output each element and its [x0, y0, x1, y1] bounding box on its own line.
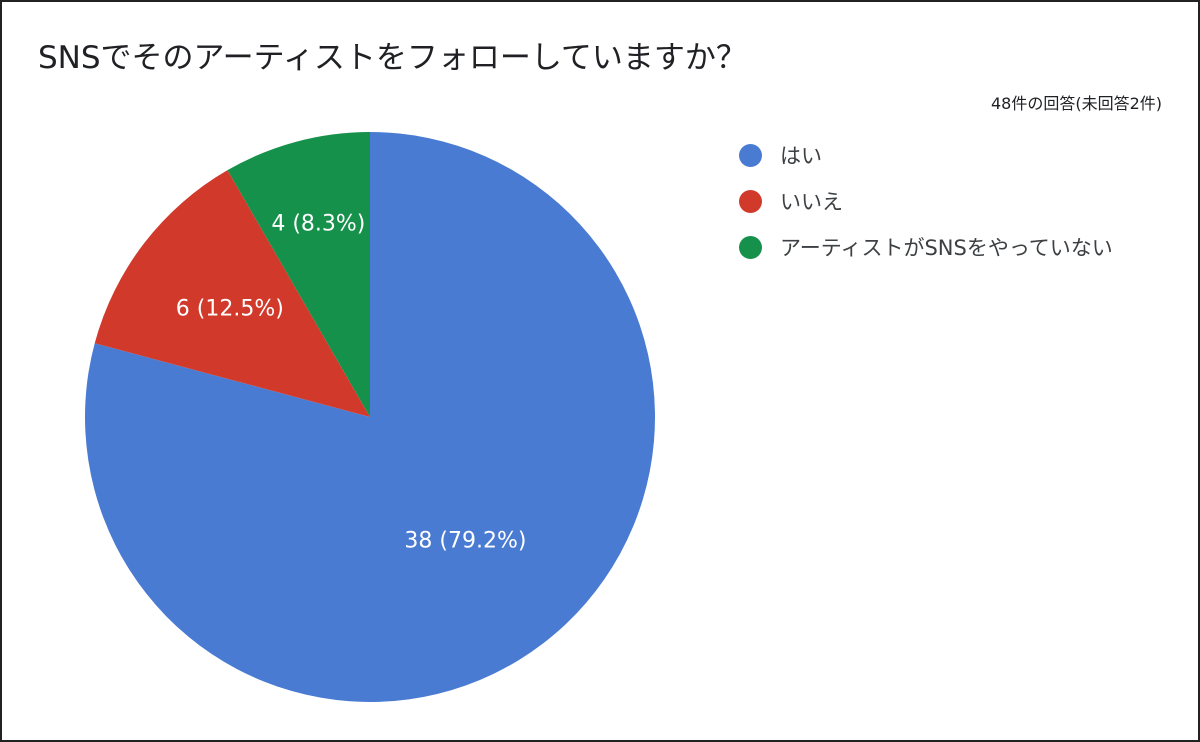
legend: はい いいえ アーティストがSNSをやっていない [739, 132, 1113, 270]
slice-label-yes: 38 (79.2%) [404, 528, 526, 553]
response-count: 48件の回答(未回答2件) [990, 94, 1162, 113]
pie-slice-no[interactable] [94, 170, 371, 417]
pie-slice-no-sns[interactable] [227, 132, 371, 417]
legend-label: アーティストがSNSをやっていない [780, 236, 1113, 260]
legend-item-yes[interactable]: はい [739, 132, 1113, 178]
legend-item-no[interactable]: いいえ [739, 178, 1113, 224]
slice-label-no-sns: 4 (8.3%) [271, 211, 365, 236]
pie-slice-yes[interactable] [84, 132, 655, 703]
legend-label: はい [780, 144, 822, 168]
legend-marker [739, 235, 762, 259]
slice-label-no: 6 (12.5%) [176, 296, 284, 321]
chart-title: SNSでそのアーティストをフォローしていますか？ [38, 40, 747, 76]
legend-label: いいえ [780, 190, 843, 214]
legend-item-no-sns[interactable]: アーティストがSNSをやっていない [739, 224, 1113, 270]
legend-marker [739, 143, 762, 167]
legend-marker [739, 189, 762, 213]
